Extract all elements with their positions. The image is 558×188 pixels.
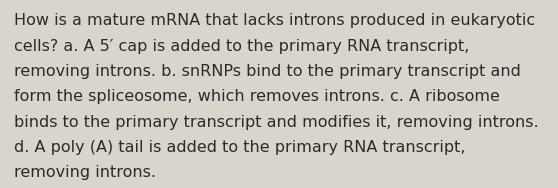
Text: form the spliceosome, which removes introns. c. A ribosome: form the spliceosome, which removes intr… bbox=[14, 89, 500, 104]
Text: cells? a. A 5′ cap is added to the primary RNA transcript,: cells? a. A 5′ cap is added to the prima… bbox=[14, 39, 469, 54]
Text: How is a mature mRNA that lacks introns produced in eukaryotic: How is a mature mRNA that lacks introns … bbox=[14, 13, 535, 28]
Text: removing introns. b. snRNPs bind to the primary transcript and: removing introns. b. snRNPs bind to the … bbox=[14, 64, 521, 79]
Text: d. A poly (A) tail is added to the primary RNA transcript,: d. A poly (A) tail is added to the prima… bbox=[14, 140, 465, 155]
Text: binds to the primary transcript and modifies it, removing introns.: binds to the primary transcript and modi… bbox=[14, 115, 538, 130]
Text: removing introns.: removing introns. bbox=[14, 165, 156, 180]
